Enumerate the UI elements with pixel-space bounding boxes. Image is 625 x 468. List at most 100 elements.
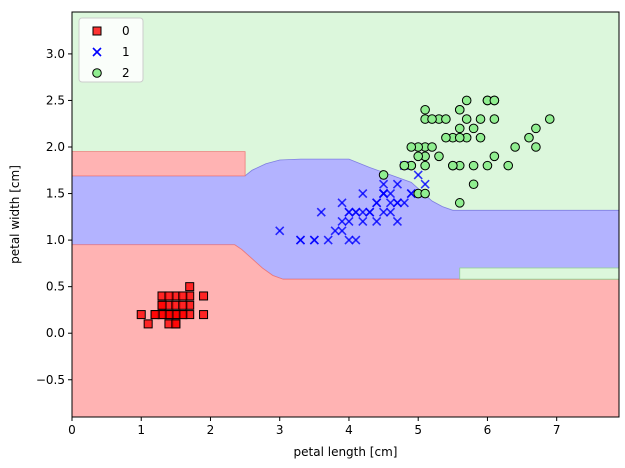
point-class-1 (295, 235, 306, 245)
decision-regions (71, 12, 620, 418)
point-class-2 (468, 123, 479, 134)
point-class-0 (199, 310, 209, 320)
point-class-1 (358, 188, 368, 199)
legend-marker (92, 68, 102, 78)
legend-entry: 2 (92, 66, 130, 80)
point-class-1 (344, 207, 354, 217)
y-tick-label: −0.5 (36, 373, 65, 387)
point-class-0 (164, 291, 174, 301)
x-tick-label: 2 (207, 423, 215, 437)
point-class-1 (385, 207, 396, 217)
legend: 0 1 2 (78, 17, 144, 83)
point-class-1 (379, 188, 389, 199)
point-class-1 (406, 188, 416, 199)
point-class-2 (406, 142, 417, 152)
point-class-1 (385, 188, 396, 199)
x-tick-label: 0 (68, 423, 76, 437)
point-class-2 (454, 198, 465, 208)
point-class-1 (358, 207, 368, 217)
point-class-2 (420, 104, 430, 115)
point-class-2 (468, 160, 479, 171)
point-class-2 (482, 160, 493, 171)
x-tick-label: 3 (276, 423, 284, 437)
point-class-1 (344, 216, 354, 227)
point-class-1 (379, 207, 389, 217)
point-class-1 (365, 207, 375, 217)
point-class-1 (392, 216, 402, 227)
x-tick-label: 6 (484, 423, 492, 437)
y-tick-label: 2.5 (46, 93, 65, 107)
point-class-2 (475, 132, 486, 143)
point-class-2 (475, 114, 486, 124)
point-class-1 (392, 179, 402, 189)
y-tick-label: 0.5 (46, 280, 65, 294)
point-class-2 (454, 104, 465, 115)
x-tick-label: 5 (414, 423, 422, 437)
y-tick-label: 2.0 (46, 140, 65, 154)
point-class-2 (489, 151, 500, 162)
point-class-2 (441, 132, 451, 143)
point-class-2 (413, 151, 424, 162)
x-tick-label: 7 (553, 423, 561, 437)
point-class-0 (136, 310, 146, 320)
legend-box (78, 17, 144, 83)
point-class-1 (379, 179, 389, 189)
point-class-0 (157, 300, 167, 310)
point-class-2 (448, 160, 458, 171)
point-class-1 (330, 226, 340, 236)
point-class-1 (337, 226, 347, 236)
point-class-2 (420, 188, 430, 199)
point-class-1 (420, 179, 430, 189)
y-axis-ticks: −0.5 0.0 0.5 1.0 1.5 2.0 2.5 3.0 (36, 47, 72, 387)
point-class-1 (316, 207, 326, 217)
legend-marker (92, 26, 102, 36)
point-class-0 (199, 291, 209, 301)
y-tick-label: 3.0 (46, 47, 65, 61)
point-class-1 (413, 170, 423, 180)
point-class-0 (150, 310, 160, 320)
point-class-2 (503, 160, 514, 171)
point-class-2 (489, 114, 500, 124)
point-class-1 (323, 235, 333, 245)
point-class-1 (309, 235, 319, 245)
point-class-1 (372, 216, 382, 227)
plot-frame (71, 11, 620, 418)
point-class-1 (344, 235, 354, 245)
x-tick-label: 1 (137, 423, 145, 437)
legend-label: 2 (122, 66, 130, 80)
point-class-2 (468, 179, 479, 190)
legend-label: 0 (122, 24, 130, 38)
y-tick-label: 0.0 (46, 326, 65, 340)
point-class-1 (399, 198, 409, 208)
point-class-0 (171, 319, 181, 329)
point-class-0 (178, 300, 188, 310)
point-class-2 (399, 160, 410, 171)
point-class-2 (531, 123, 541, 134)
point-class-2 (420, 160, 430, 171)
region-class-2-notch (459, 267, 620, 280)
point-class-1 (351, 207, 361, 217)
point-class-1 (275, 226, 285, 236)
point-class-2 (454, 132, 465, 143)
point-class-1 (358, 216, 368, 227)
point-class-2 (434, 151, 444, 162)
x-tick-label: 4 (345, 423, 353, 437)
point-class-1 (392, 198, 402, 208)
point-class-2 (531, 142, 541, 152)
region-class-0-upper (71, 151, 246, 177)
point-class-2 (461, 95, 472, 106)
y-tick-label: 1.0 (46, 233, 65, 247)
point-class-0 (185, 282, 195, 292)
point-class-2 (454, 123, 465, 134)
point-class-1 (385, 198, 396, 208)
point-class-0 (143, 319, 153, 329)
y-axis-label: petal width [cm] (8, 165, 22, 264)
point-class-1 (337, 216, 347, 227)
x-axis-ticks: 0 1 2 3 4 5 6 7 (68, 417, 561, 437)
point-class-0 (178, 291, 188, 301)
point-class-1 (337, 198, 347, 208)
point-class-2 (510, 142, 520, 152)
point-class-1 (372, 198, 382, 208)
y-tick-label: 1.5 (46, 187, 65, 201)
